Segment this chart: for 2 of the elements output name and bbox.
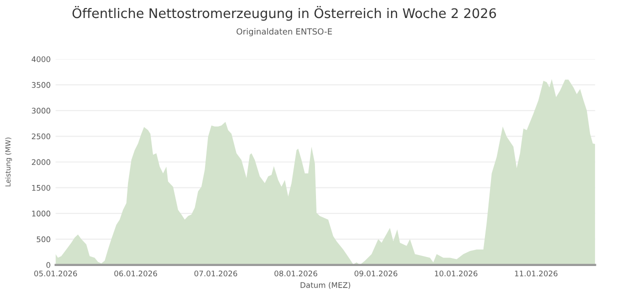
chart-subtitle: Originaldaten ENTSO-E [236,28,332,36]
chart-title: Öffentliche Nettostromerzeugung in Österreich in Woche 2 2026 [72,6,496,21]
